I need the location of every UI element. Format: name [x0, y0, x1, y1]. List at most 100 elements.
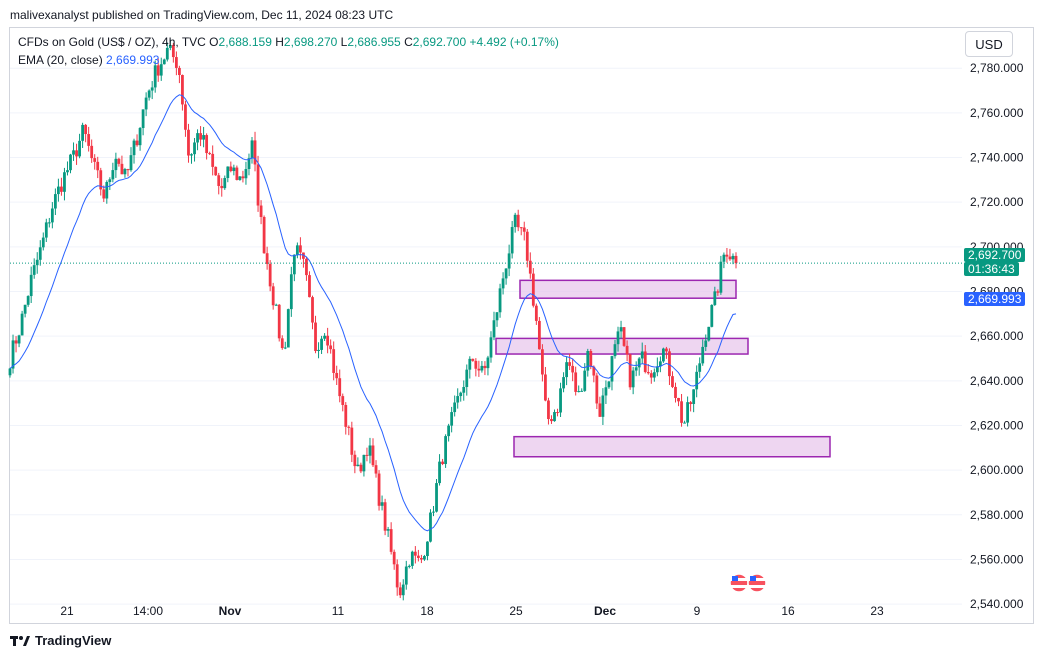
candle — [716, 289, 720, 296]
candle — [686, 396, 689, 427]
candle — [613, 339, 617, 359]
support-resistance-zone[interactable] — [495, 337, 749, 355]
candle — [580, 388, 584, 392]
x-tick-label: 14:00 — [133, 604, 163, 618]
candle — [432, 505, 435, 517]
candle — [72, 142, 75, 161]
candle — [199, 126, 202, 147]
candle — [677, 397, 680, 407]
ema-label[interactable]: EMA (20, close) — [18, 53, 103, 67]
candle — [435, 479, 438, 513]
candle — [365, 447, 369, 462]
candle — [29, 266, 33, 303]
candle — [187, 123, 190, 163]
candle — [341, 393, 345, 412]
candle — [326, 327, 330, 354]
y-tick-label: 2,740.000 — [970, 151, 1024, 165]
candle — [60, 177, 63, 196]
candle — [53, 188, 57, 216]
y-tick-label: 2,640.000 — [970, 374, 1024, 388]
candle — [147, 89, 151, 101]
support-resistance-zone[interactable] — [519, 279, 737, 299]
candle — [674, 382, 677, 403]
candle — [359, 462, 363, 474]
candle — [728, 248, 732, 261]
candle — [362, 454, 366, 477]
candle — [652, 368, 656, 382]
candle — [407, 564, 411, 569]
candle — [165, 42, 169, 62]
candle — [150, 81, 154, 100]
candle — [271, 282, 275, 310]
candle — [483, 361, 487, 376]
candle — [468, 356, 472, 379]
candle — [232, 164, 236, 176]
y-tick-label: 2,720.000 — [970, 195, 1024, 209]
y-tick-label: 2,660.000 — [970, 329, 1024, 343]
candle — [126, 168, 130, 177]
candle — [453, 395, 457, 417]
x-tick-label: 11 — [332, 604, 345, 618]
candle — [205, 133, 209, 160]
candle — [607, 380, 611, 389]
candle — [259, 200, 263, 225]
candle — [713, 286, 717, 307]
candle — [190, 153, 193, 164]
bar-countdown: 01:36:43 — [964, 262, 1019, 276]
candle — [214, 166, 218, 176]
y-tick-label: 2,580.000 — [970, 508, 1024, 522]
candle — [138, 126, 142, 151]
candle — [141, 109, 145, 136]
zones[interactable] — [495, 279, 831, 458]
events-icon[interactable] — [729, 573, 767, 593]
candle — [586, 348, 590, 377]
candle — [329, 339, 333, 354]
candle — [426, 541, 429, 561]
tradingview-footer[interactable]: TradingView — [10, 633, 111, 648]
y-tick-label: 2,780.000 — [970, 61, 1024, 75]
candle — [695, 365, 699, 398]
support-resistance-zone[interactable] — [513, 435, 831, 458]
candle — [610, 355, 614, 391]
y-axis[interactable]: 2,540.000 2,560.000 2,580.000 2,600.000 2,62… — [970, 61, 1024, 611]
candle — [208, 151, 212, 156]
candle — [601, 388, 605, 425]
candle — [544, 366, 547, 402]
candle — [537, 317, 541, 350]
candle — [444, 434, 447, 468]
candle — [268, 260, 272, 292]
publisher-text: malivexanalyst published on TradingView.… — [10, 8, 394, 22]
candle — [220, 178, 224, 197]
candle — [559, 382, 562, 417]
candle — [643, 345, 647, 374]
candle — [81, 122, 84, 148]
candle — [135, 134, 139, 147]
candle — [553, 409, 556, 422]
candle — [371, 438, 375, 468]
candle — [305, 256, 308, 281]
candle — [41, 232, 45, 251]
candle — [162, 58, 166, 65]
candle — [504, 268, 508, 285]
candle — [550, 415, 553, 424]
candle — [492, 311, 496, 341]
candle — [565, 356, 568, 386]
candle — [701, 339, 705, 366]
candle — [665, 346, 668, 359]
close-label: C — [404, 35, 413, 49]
candle — [344, 402, 348, 435]
low-label: L — [340, 35, 348, 49]
legend-ohlc: CFDs on Gold (US$ / OZ), 4h, TVC O2,688.… — [18, 35, 559, 49]
candle — [374, 460, 378, 478]
candle — [404, 560, 408, 590]
candle — [114, 152, 118, 178]
candle — [96, 156, 100, 179]
x-tick-label: 9 — [694, 604, 701, 618]
candle — [350, 421, 354, 463]
currency-button[interactable]: USD — [965, 31, 1013, 57]
x-axis[interactable]: 21 14:00 Nov 11 18 25 Dec 9 16 23 — [60, 604, 884, 618]
candle — [241, 170, 245, 183]
candle — [456, 388, 460, 409]
symbol-name[interactable]: CFDs on Gold (US$ / OZ), 4h, TVC — [18, 35, 206, 49]
